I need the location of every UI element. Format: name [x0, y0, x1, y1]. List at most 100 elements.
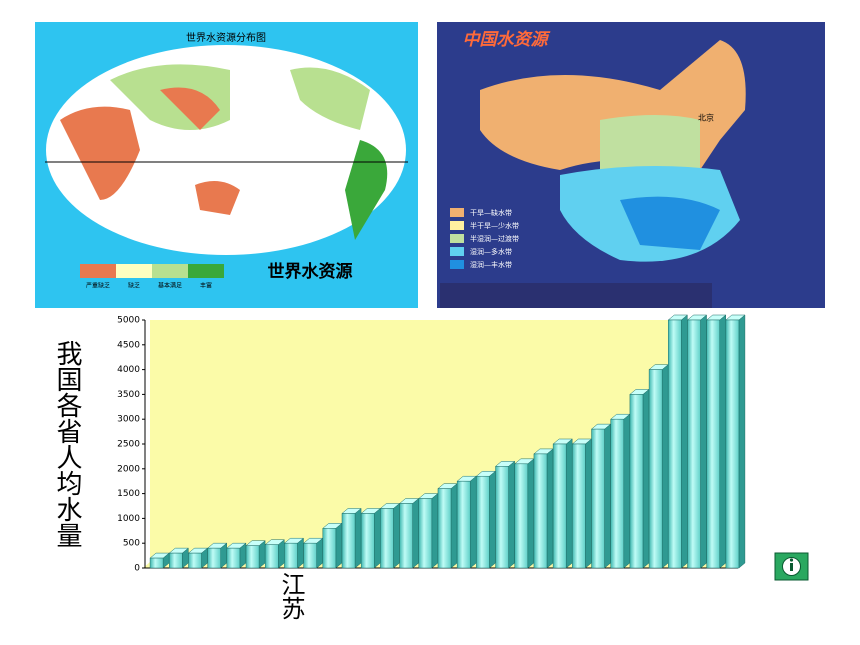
world-map-title: 世界水资源分布图: [186, 31, 266, 44]
region: [600, 115, 700, 175]
bar: [456, 480, 471, 569]
legend-swatch: [450, 221, 464, 230]
bar: [572, 443, 586, 569]
info-icon[interactable]: [789, 558, 794, 562]
bar-side: [527, 458, 535, 569]
city-label: 北京: [698, 113, 714, 123]
bar: [610, 418, 625, 569]
info-button[interactable]: [774, 552, 809, 581]
y-tick-label: 5000: [117, 316, 140, 326]
y-tick-label: 4000: [117, 365, 140, 375]
bar: [648, 369, 663, 569]
bar-side: [738, 314, 746, 569]
y-tick-label: 1000: [117, 514, 140, 524]
bar-side: [546, 448, 554, 569]
legend-label: 基本满足: [158, 282, 182, 290]
legend-swatch: [80, 264, 116, 278]
legend-label: 丰富: [200, 282, 212, 290]
bar-side: [661, 364, 669, 569]
bar: [495, 466, 509, 569]
bar: [149, 557, 164, 569]
bar: [207, 547, 221, 569]
bar-side: [681, 314, 688, 569]
bar: [380, 508, 394, 569]
bar-side: [450, 483, 458, 569]
china-map: 中国水资源 北京 干旱—缺水带半干旱—少水带半湿润—过渡带湿润—多水带湿润—丰水…: [437, 22, 825, 308]
bar-side: [431, 493, 439, 569]
china-map-title: 中国水资源: [463, 30, 551, 50]
legend-label: 缺乏: [128, 282, 140, 290]
bar: [437, 488, 452, 569]
world-map: 世界水资源分布图 世界水资源 严重缺乏 缺乏 基本满足 丰富: [35, 22, 418, 308]
land: [60, 106, 140, 200]
bar-side: [604, 423, 611, 569]
bar: [399, 503, 413, 569]
bar: [668, 319, 682, 569]
legend-label: 严重缺乏: [86, 282, 110, 290]
bar: [188, 552, 202, 569]
world-map-caption: 世界水资源: [268, 261, 353, 282]
bar: [706, 319, 720, 569]
bar: [226, 547, 241, 569]
bar: [245, 545, 260, 569]
y-tick-label: 4500: [117, 340, 140, 350]
legend-label: 湿润—多水带: [470, 247, 512, 256]
bar: [552, 443, 567, 569]
bar: [360, 513, 375, 569]
bar-side: [700, 314, 707, 569]
bar-side: [412, 497, 419, 569]
bar-side: [585, 438, 592, 569]
bar-side: [374, 507, 381, 569]
y-tick-label: 3500: [117, 390, 140, 400]
bar: [725, 319, 740, 569]
y-tick-label: 1500: [117, 489, 140, 499]
bar: [303, 542, 317, 569]
bar-side: [642, 388, 650, 569]
bar: [687, 319, 701, 569]
legend-label: 干旱—缺水带: [470, 208, 512, 217]
bar-side: [565, 438, 573, 569]
bar: [322, 528, 337, 569]
bar: [514, 463, 529, 569]
land: [195, 181, 240, 215]
land: [345, 140, 388, 240]
legend-swatch: [450, 260, 464, 269]
bar: [591, 428, 605, 569]
bar: [264, 544, 279, 569]
bar-side: [335, 522, 343, 569]
bar-side: [469, 475, 477, 569]
legend-swatch: [450, 208, 464, 217]
land: [160, 87, 220, 130]
bar: [629, 394, 644, 569]
legend-swatch: [450, 234, 464, 243]
y-tick-label: 3000: [117, 415, 140, 425]
bar: [476, 475, 490, 569]
bar-side: [508, 460, 515, 569]
x-tick-label: 江苏: [276, 572, 305, 620]
y-axis-label: 我国各省人均水量: [52, 340, 82, 548]
legend-swatch: [188, 264, 224, 278]
panel: [440, 283, 712, 308]
bar-side: [354, 507, 362, 569]
bar-side: [489, 470, 496, 569]
legend-label: 半干旱—少水带: [470, 221, 519, 230]
legend-swatch: [116, 264, 152, 278]
bar-side: [719, 314, 726, 569]
y-tick-label: 2000: [117, 464, 140, 474]
bar-side: [393, 502, 400, 569]
legend-swatch: [450, 247, 464, 256]
info-icon[interactable]: [790, 563, 793, 571]
bar: [533, 453, 548, 569]
legend-label: 湿润—丰水带: [470, 260, 512, 269]
bar: [418, 498, 433, 569]
legend-label: 半湿润—过渡带: [470, 234, 519, 243]
land: [290, 67, 370, 130]
bar: [341, 513, 356, 569]
legend-swatch: [152, 264, 188, 278]
bar: [169, 552, 183, 569]
y-tick-label: 2500: [117, 440, 140, 450]
y-tick-label: 0: [134, 564, 140, 574]
region: [620, 196, 720, 250]
